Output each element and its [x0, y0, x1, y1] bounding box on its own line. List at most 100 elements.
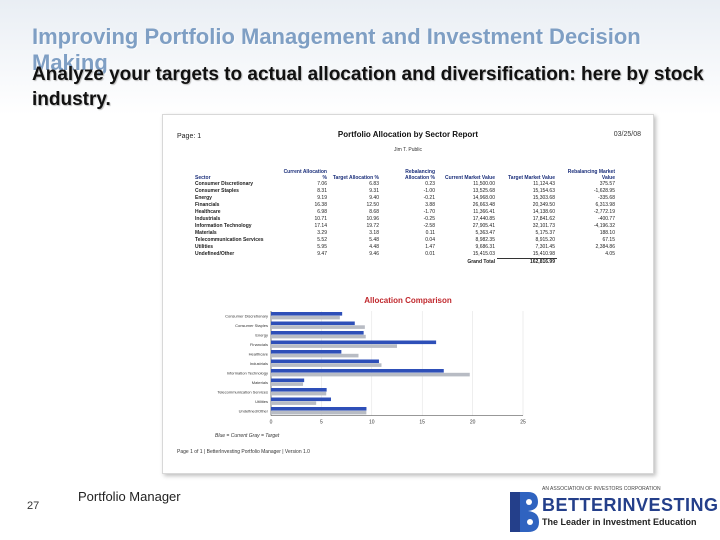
allocation-comparison-chart: 0 5 10 15 20 25 Consumer Discretionary Consumer…: [217, 311, 526, 426]
table-row: Consumer Staples 8.31 9.31 -1.00 13,525.68 15…: [193, 188, 617, 195]
betterinvesting-logo: AN ASSOCIATION OF INVESTORS CORPORATION …: [508, 486, 718, 536]
value-cell: 6.98: [317, 209, 327, 215]
empty-cell: [193, 259, 277, 267]
bar-target: [271, 410, 367, 415]
value-cell: 9.19: [317, 195, 327, 201]
bar-current: [271, 369, 444, 373]
value-cell: 15,410.98: [532, 251, 555, 257]
value-cell: 15,154.63: [532, 188, 555, 194]
value-cell: 8.68: [369, 209, 379, 215]
table-row: Financials 16.38 12.50 3.88 26,663.48 20,349.…: [193, 202, 617, 209]
page-number: 27: [27, 500, 40, 512]
sector-cell: Energy: [195, 195, 212, 201]
chart-legend: Blue = Current Gray = Target: [215, 433, 280, 439]
table-row: Energy 9.19 9.40 -0.21 14,968.00 15,303.68 -33…: [193, 195, 617, 202]
value-cell: -1,628.95: [593, 188, 615, 194]
sector-cell: Financials: [195, 202, 220, 208]
value-cell: -0.25: [423, 216, 435, 222]
category-label: Consumer Staples: [235, 323, 268, 328]
value-cell: 3.29: [317, 230, 327, 236]
value-cell: 8,982.35: [475, 237, 495, 243]
value-cell: 67.15: [602, 237, 615, 243]
value-cell: 17,440.85: [472, 216, 495, 222]
value-cell: 3.18: [369, 230, 379, 236]
bar-target: [271, 382, 304, 386]
value-cell: 15,415.03: [472, 251, 495, 258]
value-cell: 188.10: [599, 230, 615, 236]
x-tick-label: 15: [419, 420, 425, 426]
x-tick-label: 0: [270, 420, 273, 426]
table-row: Utilities 5.95 4.48 1.47 9,686.31 7,301.45 2,3…: [193, 244, 617, 251]
value-cell: 12.50: [366, 202, 379, 208]
value-cell: 17.14: [314, 223, 327, 229]
value-cell: 6.83: [369, 181, 379, 187]
value-cell: -4,196.32: [593, 223, 615, 229]
value-cell: 7.06: [317, 181, 327, 187]
column-header: Target Market Value: [508, 175, 555, 181]
value-cell: 0.01: [425, 251, 435, 258]
value-cell: 11,366.41: [473, 209, 495, 215]
category-label: Healthcare: [249, 351, 269, 356]
bar-current: [271, 359, 379, 364]
table-row: Industrials 10.71 10.96 -0.25 17,440.85 17,84…: [193, 216, 617, 223]
column-header: Current Allocation %: [283, 169, 327, 181]
column-header: Target Allocation %: [332, 175, 379, 181]
value-cell: 11,500.00: [473, 181, 495, 187]
value-cell: 9.47: [317, 251, 327, 258]
value-cell: 0.04: [425, 237, 435, 243]
bar-target: [271, 391, 327, 396]
value-cell: 15,303.68: [532, 195, 555, 201]
bar-target: [271, 372, 470, 377]
table-row: Telecommunication Services 5.52 5.48 0.04 8,…: [193, 237, 617, 244]
value-cell: 19.72: [366, 223, 379, 229]
bar-target: [271, 363, 382, 367]
bar-target: [271, 315, 340, 320]
value-cell: 32,101.73: [532, 223, 555, 229]
report-title: Portfolio Allocation by Sector Report: [337, 130, 479, 139]
column-header: Sector: [195, 175, 211, 181]
value-cell: 9,686.31: [475, 244, 495, 250]
logo-tagline: The Leader in Investment Education: [542, 517, 697, 527]
value-cell: 8,915.20: [535, 237, 555, 243]
value-cell: 10.71: [314, 216, 327, 222]
grand-total-row: Grand Total 162,816.99: [193, 258, 617, 267]
value-cell: 375.57: [599, 181, 615, 187]
category-label: Energy: [255, 332, 268, 337]
value-cell: 27,905.41: [472, 223, 495, 229]
value-cell: -1.70: [423, 209, 435, 215]
category-label: Materials: [252, 380, 268, 385]
value-cell: 20,349.50: [532, 202, 555, 208]
bar-current: [271, 378, 305, 383]
value-cell: 5,363.47: [475, 230, 495, 236]
x-tick-label: 10: [369, 420, 375, 426]
report-date: 03/25/08: [613, 131, 641, 138]
value-cell: 1.47: [425, 244, 435, 250]
sector-cell: Utilities: [195, 244, 214, 250]
value-cell: -335.68: [598, 195, 615, 201]
value-cell: -0.21: [423, 195, 435, 201]
table-header-row: Sector Current Allocation % Target Alloc…: [193, 169, 617, 181]
bar-current: [271, 321, 355, 326]
value-cell: 5,175.37: [535, 230, 555, 236]
value-cell: 10.96: [366, 216, 379, 222]
x-tick-label: 25: [520, 420, 526, 426]
slide-subtitle: Analyze your targets to actual allocatio…: [32, 64, 704, 110]
column-header: Rebalancing Allocation %: [404, 169, 435, 181]
category-label: Information Technology: [227, 370, 268, 375]
value-cell: 5.95: [317, 244, 327, 250]
table-row: Healthcare 6.98 8.68 -1.70 11,366.41 14,138.6…: [193, 209, 617, 216]
category-label: Consumer Discretionary: [225, 313, 268, 318]
bar-target: [271, 353, 359, 358]
bar-target: [271, 334, 366, 339]
logo-mark-icon: [510, 492, 539, 532]
grand-total-label: Grand Total: [467, 258, 495, 265]
sector-cell: Materials: [195, 230, 217, 236]
bar-current: [271, 312, 343, 316]
value-cell: 14,968.00: [472, 195, 495, 201]
sector-cell: Consumer Staples: [195, 188, 239, 194]
value-cell: -1.00: [423, 188, 435, 194]
slide-title: Improving Portfolio Management and Inves…: [32, 24, 641, 75]
report-footnote: Page 1 of 1 | BetterInvesting Portfolio …: [177, 449, 310, 455]
bar-target: [271, 325, 365, 329]
footer-label: Portfolio Manager: [78, 489, 181, 504]
